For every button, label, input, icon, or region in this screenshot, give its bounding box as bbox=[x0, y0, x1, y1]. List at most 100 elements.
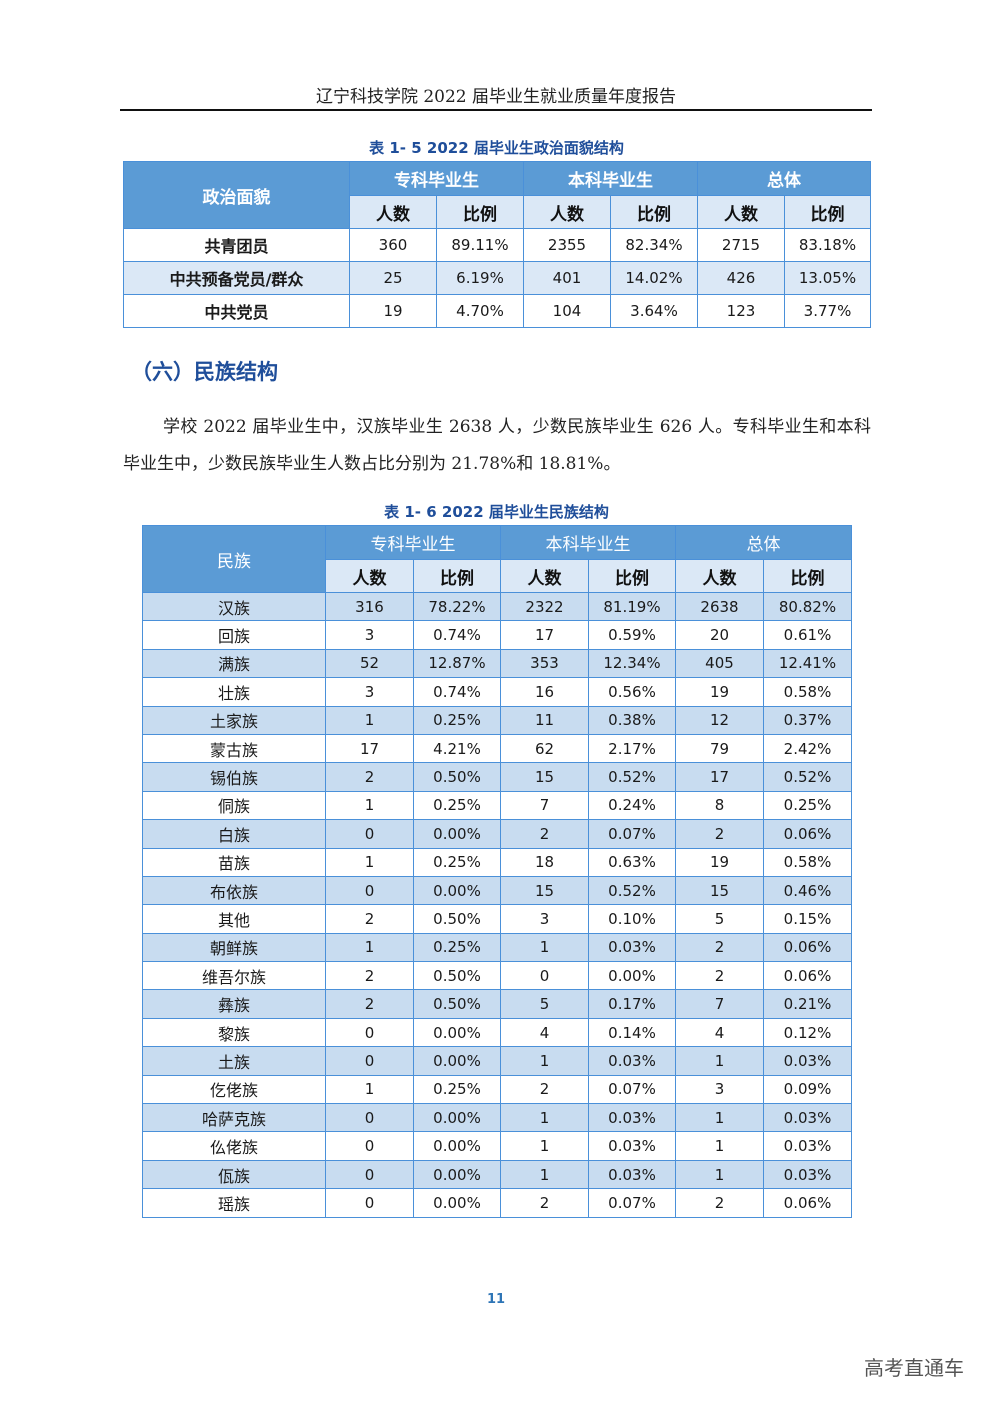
table-cell: 2 bbox=[675, 1188, 764, 1218]
table-cell: 0.17% bbox=[588, 989, 676, 1019]
table-cell: 13.05% bbox=[784, 261, 871, 295]
table-cell: 0.52% bbox=[763, 762, 852, 792]
row-label-cell: 土族 bbox=[142, 1046, 326, 1076]
table-cell: 3 bbox=[500, 904, 589, 934]
table-cell: 0.52% bbox=[588, 762, 676, 792]
table-cell: 405 bbox=[675, 648, 764, 679]
subheader-cell: 人数 bbox=[500, 559, 589, 593]
table-cell: 0.07% bbox=[588, 1188, 676, 1218]
table-row: 蒙古族 17 4.21% 62 2.17% 79 2.42% bbox=[142, 733, 852, 764]
table-cell: 0.00% bbox=[413, 875, 501, 906]
table-cell: 0 bbox=[500, 961, 589, 991]
table-cell: 25 bbox=[349, 261, 437, 295]
table-cell: 7 bbox=[500, 790, 589, 821]
table-row: 白族 0 0.00% 2 0.07% 2 0.06% bbox=[142, 819, 852, 849]
table-cell: 4 bbox=[675, 1017, 764, 1048]
table-cell: 3 bbox=[325, 620, 414, 650]
row-header-cell: 政治面貌 bbox=[123, 161, 350, 229]
table-row: 汉族 316 78.22% 2322 81.19% 2638 80.82% bbox=[142, 591, 852, 622]
table-cell: 0.14% bbox=[588, 1017, 676, 1048]
table-cell: 1 bbox=[325, 847, 414, 877]
table-cell: 3 bbox=[325, 677, 414, 707]
table-cell: 1 bbox=[500, 932, 589, 963]
table-cell: 0.25% bbox=[413, 705, 501, 735]
table-cell: 12.34% bbox=[588, 648, 676, 679]
table1-caption: 表 1- 5 2022 届毕业生政治面貌结构 bbox=[369, 139, 624, 157]
table-cell: 0.00% bbox=[588, 961, 676, 991]
table-cell: 2 bbox=[325, 762, 414, 792]
table-cell: 0.12% bbox=[763, 1017, 852, 1048]
row-label-cell: 哈萨克族 bbox=[142, 1103, 326, 1133]
table-cell: 0.06% bbox=[763, 819, 852, 849]
row-label-cell: 瑶族 bbox=[142, 1188, 326, 1218]
row-label-cell: 仫佬族 bbox=[142, 1131, 326, 1161]
table-cell: 0 bbox=[325, 875, 414, 906]
table-cell: 104 bbox=[523, 294, 611, 328]
table-cell: 0.03% bbox=[763, 1046, 852, 1076]
table-cell: 316 bbox=[325, 591, 414, 622]
table-cell: 0.37% bbox=[763, 705, 852, 735]
table-cell: 0.06% bbox=[763, 1188, 852, 1218]
table-row: 黎族 0 0.00% 4 0.14% 4 0.12% bbox=[142, 1017, 852, 1048]
table-cell: 2715 bbox=[697, 228, 785, 262]
row-label-cell: 锡伯族 bbox=[142, 762, 326, 792]
table-cell: 0.59% bbox=[588, 620, 676, 650]
table-cell: 0.00% bbox=[413, 819, 501, 849]
table-cell: 83.18% bbox=[784, 228, 871, 262]
row-label-cell: 苗族 bbox=[142, 847, 326, 877]
table-cell: 16 bbox=[500, 677, 589, 707]
table-cell: 2 bbox=[325, 989, 414, 1019]
table-cell: 11 bbox=[500, 705, 589, 735]
table-cell: 0 bbox=[325, 1046, 414, 1076]
row-label-cell: 彝族 bbox=[142, 989, 326, 1019]
table-cell: 426 bbox=[697, 261, 785, 295]
table-cell: 0.00% bbox=[413, 1103, 501, 1133]
table-cell: 0.21% bbox=[763, 989, 852, 1019]
table-cell: 1 bbox=[325, 1074, 414, 1105]
table-cell: 17 bbox=[500, 620, 589, 650]
table-cell: 0.25% bbox=[413, 1074, 501, 1105]
subheader-cell: 比例 bbox=[436, 195, 524, 229]
subheader-cell: 人数 bbox=[325, 559, 414, 593]
table-cell: 2355 bbox=[523, 228, 611, 262]
table-cell: 0.15% bbox=[763, 904, 852, 934]
table-cell: 3.64% bbox=[610, 294, 698, 328]
table-cell: 1 bbox=[500, 1131, 589, 1161]
table-cell: 0.46% bbox=[763, 875, 852, 906]
table-cell: 2 bbox=[500, 1074, 589, 1105]
page-number: 11 bbox=[486, 1292, 506, 1307]
table-cell: 1 bbox=[500, 1046, 589, 1076]
group-header: 专科毕业生 bbox=[349, 161, 524, 196]
table-row: 苗族 1 0.25% 18 0.63% 19 0.58% bbox=[142, 847, 852, 877]
subheader-cell: 比例 bbox=[610, 195, 698, 229]
table-cell: 0.03% bbox=[588, 1131, 676, 1161]
table-cell: 0.50% bbox=[413, 989, 501, 1019]
table-cell: 0.25% bbox=[413, 790, 501, 821]
table-row: 布依族 0 0.00% 15 0.52% 15 0.46% bbox=[142, 875, 852, 906]
row-label-cell: 白族 bbox=[142, 819, 326, 849]
row-label-cell: 朝鲜族 bbox=[142, 932, 326, 963]
table-cell: 0.25% bbox=[413, 932, 501, 963]
table-cell: 5 bbox=[500, 989, 589, 1019]
table-row: 瑶族 0 0.00% 2 0.07% 2 0.06% bbox=[142, 1188, 852, 1218]
table-cell: 0.25% bbox=[413, 847, 501, 877]
table-cell: 1 bbox=[500, 1159, 589, 1190]
table-cell: 0.07% bbox=[588, 1074, 676, 1105]
group-header: 本科毕业生 bbox=[500, 525, 676, 560]
table-row: 共青团员 360 89.11% 2355 82.34% 2715 83.18% bbox=[123, 228, 871, 262]
table-cell: 0.52% bbox=[588, 875, 676, 906]
table-cell: 0.00% bbox=[413, 1159, 501, 1190]
body-paragraph: 学校 2022 届毕业生中，汉族毕业生 2638 人，少数民族毕业生 626 人… bbox=[123, 417, 871, 474]
table-row: 回族 3 0.74% 17 0.59% 20 0.61% bbox=[142, 620, 852, 650]
row-label-cell: 仡佬族 bbox=[142, 1074, 326, 1105]
table-row: 其他 2 0.50% 3 0.10% 5 0.15% bbox=[142, 904, 852, 934]
group-header: 总体 bbox=[697, 161, 871, 196]
table-cell: 17 bbox=[675, 762, 764, 792]
table-cell: 1 bbox=[675, 1131, 764, 1161]
table-cell: 8 bbox=[675, 790, 764, 821]
table-cell: 2 bbox=[500, 1188, 589, 1218]
table-cell: 17 bbox=[325, 733, 414, 764]
table-cell: 0.03% bbox=[588, 932, 676, 963]
table-row: 壮族 3 0.74% 16 0.56% 19 0.58% bbox=[142, 677, 852, 707]
table-row: 土家族 1 0.25% 11 0.38% 12 0.37% bbox=[142, 705, 852, 735]
